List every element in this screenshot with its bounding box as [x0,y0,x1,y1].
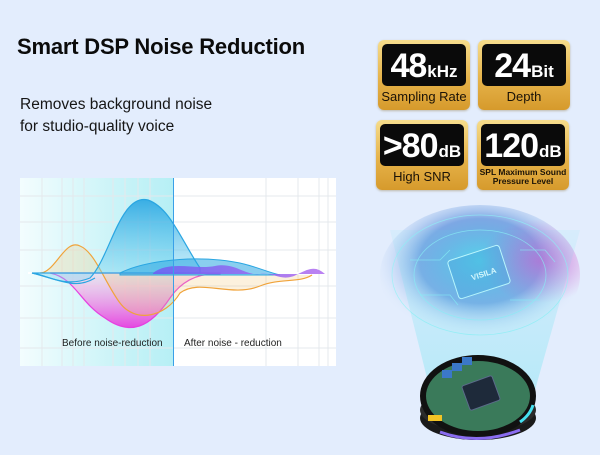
badge-unit: dB [539,142,562,161]
badge-value: 48 [390,47,427,85]
badge-value: 24 [494,47,531,85]
badge-bit-depth: 24 Bit Depth [478,40,570,110]
dsp-chip-device-illustration: VISILA [370,200,600,450]
badge-value: >80 [382,127,439,165]
subtitle-line-2: for studio-quality voice [20,118,175,135]
badge-caption: SPL Maximum Sound Pressure Level [477,168,569,186]
subtitle: Removes background noise for studio-qual… [20,94,212,138]
waveform-comparison-panel: Before noise-reduction After noise - red… [20,178,336,366]
waveform-graphic [20,178,336,366]
badge-caption: High SNR [393,169,451,184]
badge-unit: dB [438,142,462,161]
badge-snr: >80 dB High SNR [376,120,468,190]
badge-caption-line-2: Pressure Level [492,176,554,186]
badge-caption-line-1: SPL Maximum Sound [479,167,567,177]
badge-spl: 120 dB SPL Maximum Sound Pressure Level [477,120,569,190]
badge-unit: kHz [427,62,458,81]
subtitle-line-1: Removes background noise [20,96,213,113]
badge-sampling-rate: 48 kHz Sampling Rate [378,40,470,110]
before-after-divider [173,178,174,366]
page-title: Smart DSP Noise Reduction [17,34,305,59]
badge-unit: Bit [531,62,554,81]
badge-value: 120 [484,127,539,165]
after-label: After noise - reduction [184,338,282,349]
badge-caption: Depth [506,89,542,104]
before-label: Before noise-reduction [62,338,163,349]
badge-caption: Sampling Rate [381,89,467,104]
